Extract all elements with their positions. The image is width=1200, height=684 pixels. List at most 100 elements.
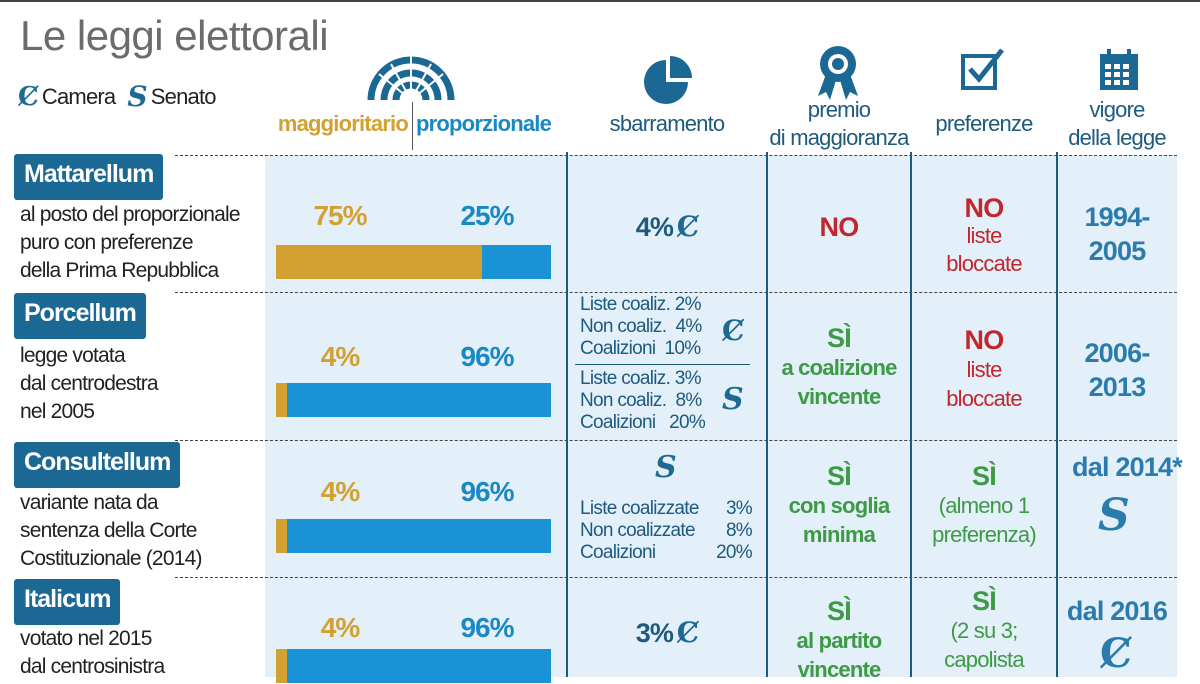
bar-proporzionale <box>287 383 551 417</box>
preferenze-note: (2 su 3; <box>950 618 1019 643</box>
premio-note: vincente <box>797 657 882 682</box>
checkbox-icon <box>961 48 1004 90</box>
threshold-line: Liste coaliz. 2% <box>580 294 702 315</box>
split-bar <box>276 649 551 683</box>
law-description: votato nel 2015 dal centrosinistra <box>20 625 165 681</box>
desc-line: al posto del proporzionale <box>20 203 241 226</box>
header-vigore-line1: vigore <box>1089 97 1145 122</box>
sbarramento-senato-values: 3% 8% 20% <box>700 498 753 564</box>
camera-logo-icon: Ȼ <box>18 81 39 112</box>
sbarramento-cell: 3% Ȼ <box>567 616 767 649</box>
header-divider <box>412 102 413 150</box>
preferenze-note: bloccate <box>946 251 1022 276</box>
maggioritario-percent: 4% <box>320 341 360 372</box>
proporzionale-percent: 96% <box>460 612 514 643</box>
legend-senato: Senato <box>150 83 217 109</box>
preferenze-cell: NO liste bloccate <box>911 194 1057 278</box>
preferenze-note: capolista <box>944 647 1024 672</box>
sbarramento-senato: Liste coaliz. 3% Non coaliz. 8% Coalizioni… <box>580 368 706 434</box>
legend: Ȼ Camera S Senato <box>18 80 217 113</box>
header-premio-line1: premio <box>807 97 871 122</box>
vigore-value: dal 2014* <box>1072 452 1183 482</box>
parliament-icon <box>367 56 455 101</box>
premio-note: con soglia <box>788 493 891 518</box>
header-vigore-line2: della legge <box>1068 125 1166 150</box>
threshold-line: Coalizioni 10% <box>580 338 701 359</box>
column-divider <box>1056 152 1058 677</box>
row-divider <box>175 292 1177 293</box>
row-divider <box>175 577 1177 578</box>
preferenze-value: NO <box>964 325 1005 355</box>
camera-logo-icon: Ȼ <box>676 616 699 649</box>
threshold-label: Liste coalizzate <box>580 498 699 519</box>
preferenze-note: liste <box>966 357 1002 382</box>
split-bar <box>276 383 551 417</box>
sbarramento-value: 4% <box>635 212 674 242</box>
premio-value: SÌ <box>827 461 852 491</box>
header-sbarramento: sbarramento <box>609 111 726 136</box>
desc-line: variante nata da <box>20 491 159 514</box>
page-title: Le leggi elettorali <box>20 12 329 59</box>
threshold-label: Non coalizzate <box>580 520 696 541</box>
preferenze-value: SÌ <box>972 461 997 491</box>
desc-line: della Prima Repubblica <box>20 259 219 282</box>
header-vigore: vigore della legge <box>1057 96 1177 152</box>
threshold-line: Non coaliz. 8% <box>580 390 702 411</box>
vigore-value: 1994- <box>1084 202 1150 232</box>
column-divider <box>910 152 912 677</box>
column-divider <box>766 152 768 677</box>
desc-line: Costituzionale (2014) <box>20 547 202 570</box>
vigore-cell: 1994- 2005 <box>1057 200 1177 268</box>
vigore-value: 2006- <box>1084 338 1150 368</box>
vigore-value: 2013 <box>1088 372 1147 402</box>
premio-note: vincente <box>797 384 882 409</box>
camera-logo-icon: Ȼ <box>1100 630 1132 677</box>
premio-cell: SÌ con soglia minima <box>767 462 911 549</box>
senato-logo-icon: S <box>1098 490 1130 541</box>
header-proporzionale: proporzionale <box>416 111 552 136</box>
premio-value: SÌ <box>827 323 852 353</box>
sbarramento-divider <box>575 364 750 365</box>
threshold-value: 8% <box>725 520 753 541</box>
row-divider <box>175 155 1177 156</box>
senato-logo-icon: S <box>127 80 147 113</box>
header-premio: premio di maggioranza <box>757 96 921 152</box>
camera-logo-icon: Ȼ <box>722 314 745 347</box>
maggioritario-percent: 75% <box>313 200 367 231</box>
proporzionale-percent: 96% <box>460 476 514 507</box>
threshold-line: Non coaliz. 4% <box>580 316 702 337</box>
threshold-line: Liste coaliz. 3% <box>580 368 702 389</box>
desc-line: nel 2005 <box>20 400 95 423</box>
threshold-value: 20% <box>716 542 753 563</box>
row-divider <box>175 440 1177 441</box>
vigore-value: dal 2016 <box>1066 596 1168 626</box>
calendar-icon <box>1100 49 1138 90</box>
desc-line: dal centrodestra <box>20 372 159 395</box>
preferenze-note: bloccate <box>946 386 1022 411</box>
senato-logo-icon: S <box>655 450 677 485</box>
premio-note: al partito <box>796 628 883 653</box>
law-name-consultellum: Consultellum <box>14 442 181 488</box>
sbarramento-senato-labels: Liste coalizzate Non coalizzate Coalizioni <box>580 498 699 564</box>
law-name-mattarellum: Mattarellum <box>14 154 164 200</box>
preferenze-cell: SÌ (2 su 3; capolista <box>911 587 1057 674</box>
vigore-value: 2005 <box>1088 236 1147 266</box>
law-description: variante nata da sentenza della Corte Cost… <box>20 489 202 573</box>
law-name-porcellum: Porcellum <box>14 293 146 339</box>
maggioritario-percent: 4% <box>320 612 360 643</box>
maggioritario-percent: 4% <box>320 476 360 507</box>
preferenze-note: (almeno 1 <box>938 493 1030 518</box>
bar-proporzionale <box>287 649 551 683</box>
split-bar <box>276 245 551 279</box>
sbarramento-camera: Liste coaliz. 2% Non coaliz. 4% Coalizioni… <box>580 294 702 360</box>
threshold-line: Coalizioni 20% <box>580 412 706 433</box>
premio-value: NO <box>819 212 860 242</box>
bar-proporzionale <box>287 519 551 553</box>
premio-note: minima <box>802 522 876 547</box>
vigore-cell: 2006- 2013 <box>1057 336 1177 404</box>
pie-chart-icon <box>644 56 692 104</box>
header-preferenze: preferenze <box>935 111 1033 136</box>
legend-camera: Camera <box>41 83 116 109</box>
split-bar <box>276 519 551 553</box>
desc-line: legge votata <box>20 344 126 367</box>
